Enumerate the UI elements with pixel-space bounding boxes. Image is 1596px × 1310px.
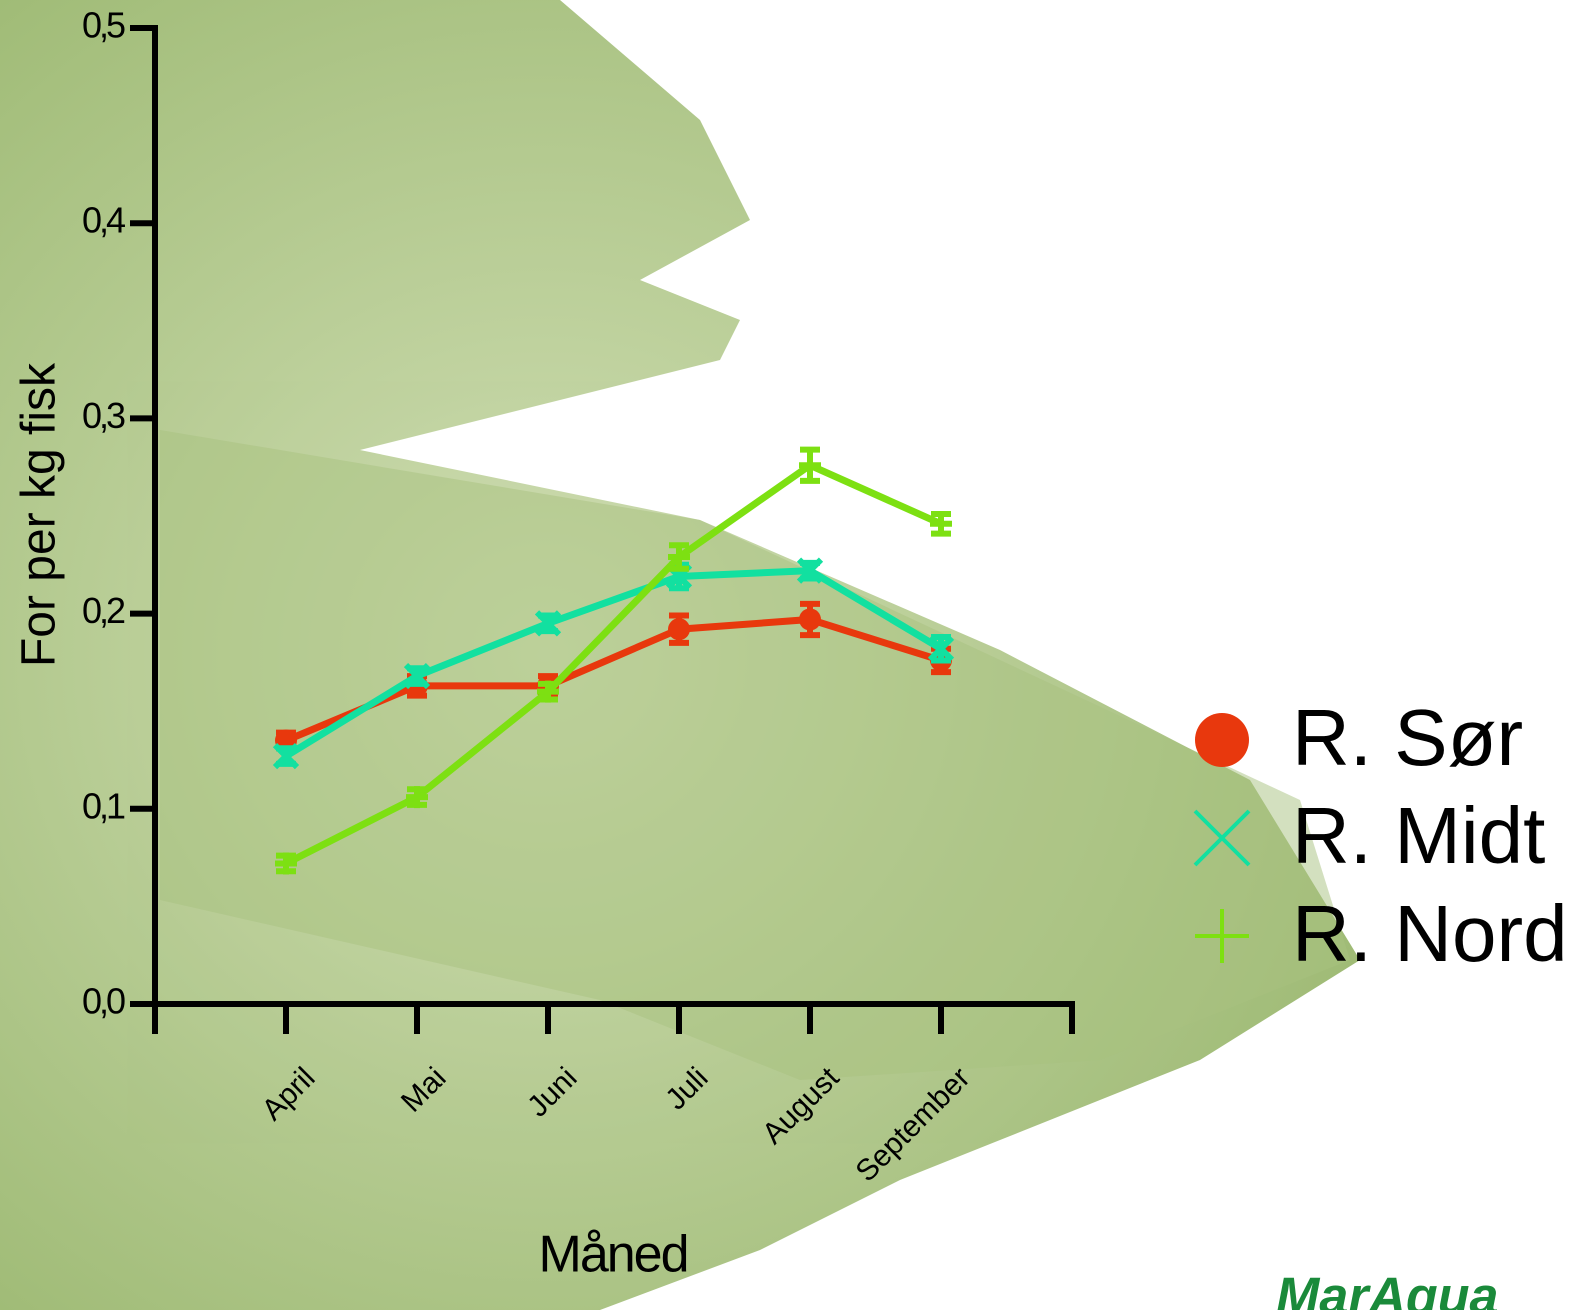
legend-marker — [1195, 713, 1249, 767]
logo: MarAqua — [1276, 1268, 1498, 1310]
series-line — [284, 615, 943, 744]
data-point — [406, 786, 428, 809]
legend-label: R. Sør — [1292, 693, 1523, 782]
y-tick-label: 0,1 — [82, 785, 125, 826]
y-tick-label: 0,4 — [82, 200, 125, 241]
legend-marker — [1193, 809, 1251, 867]
y-tick-label: 0,2 — [82, 590, 125, 631]
data-point — [799, 454, 821, 477]
data-point — [930, 512, 952, 535]
data-point — [537, 680, 559, 703]
series-line — [284, 461, 943, 867]
data-point — [668, 545, 690, 568]
legend-label: R. Nord — [1292, 889, 1568, 978]
y-tick-label: 0,5 — [82, 5, 125, 46]
background-image — [0, 0, 1360, 1310]
data-point — [272, 742, 300, 770]
data-point — [927, 635, 955, 662]
y-tick-label: 0,0 — [82, 981, 125, 1022]
data-point — [534, 610, 562, 637]
legend-label: R. Midt — [1292, 791, 1545, 880]
data-point — [796, 557, 824, 584]
y-tick-label: 0,3 — [82, 395, 125, 436]
data-point — [403, 662, 431, 690]
y-axis-label: For per kg fisk — [13, 362, 66, 667]
x-axis-label: Måned — [539, 1226, 688, 1284]
legend-marker — [1195, 909, 1249, 963]
data-point — [668, 618, 690, 641]
data-point — [799, 608, 821, 631]
data-point — [275, 852, 297, 875]
series-line — [284, 567, 943, 760]
